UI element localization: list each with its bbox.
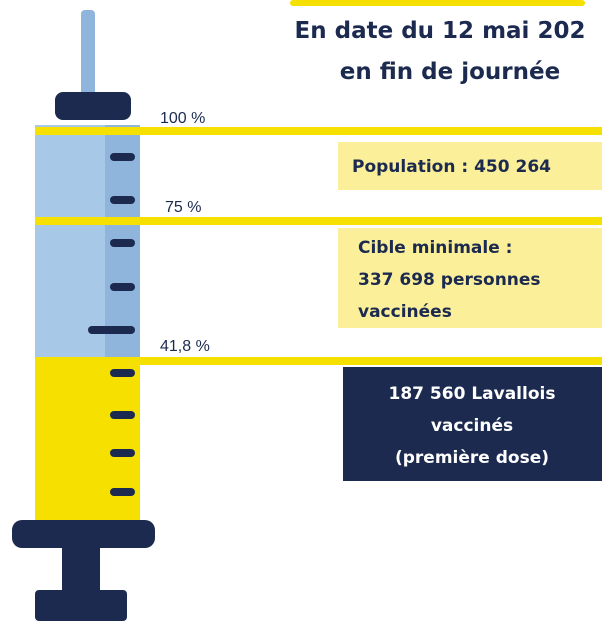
level-label: 41,8 % — [160, 338, 210, 355]
flange — [12, 520, 155, 548]
graduation — [110, 369, 135, 377]
box-text: (première dose) — [395, 448, 549, 468]
graduation — [88, 326, 135, 334]
title-line: En date du 12 mai 202 — [295, 18, 586, 44]
level-line — [35, 357, 602, 365]
level-line — [35, 217, 602, 225]
graduation — [110, 411, 135, 419]
graduation — [110, 239, 135, 247]
box-text: 337 698 personnes — [358, 270, 541, 290]
top-accent — [290, 0, 585, 6]
level-line — [35, 127, 602, 135]
box-text: 187 560 Lavallois — [389, 384, 556, 404]
page: {"header": {"title_lines": ["En date du … — [0, 0, 602, 621]
graduation — [110, 196, 135, 204]
title-line: en fin de journée — [340, 59, 560, 85]
box-text: Population : 450 264 — [352, 157, 551, 177]
graduation — [110, 449, 135, 457]
plunger-stem — [62, 545, 100, 595]
box-text: vaccinées — [358, 302, 452, 322]
infographic: 100 % 75 % 41,8 % En date du 12 mai 202 … — [0, 0, 602, 621]
graduation — [110, 283, 135, 291]
plunger-handle — [35, 590, 127, 621]
level-label: 100 % — [160, 110, 205, 127]
barrel-filled — [35, 358, 140, 522]
level-label: 75 % — [165, 199, 201, 216]
syringe-cap — [55, 92, 131, 120]
box-text: Cible minimale : — [358, 238, 512, 258]
needle — [81, 10, 95, 105]
graduation — [110, 153, 135, 161]
graduation — [110, 488, 135, 496]
box-text: vaccinés — [431, 416, 513, 436]
